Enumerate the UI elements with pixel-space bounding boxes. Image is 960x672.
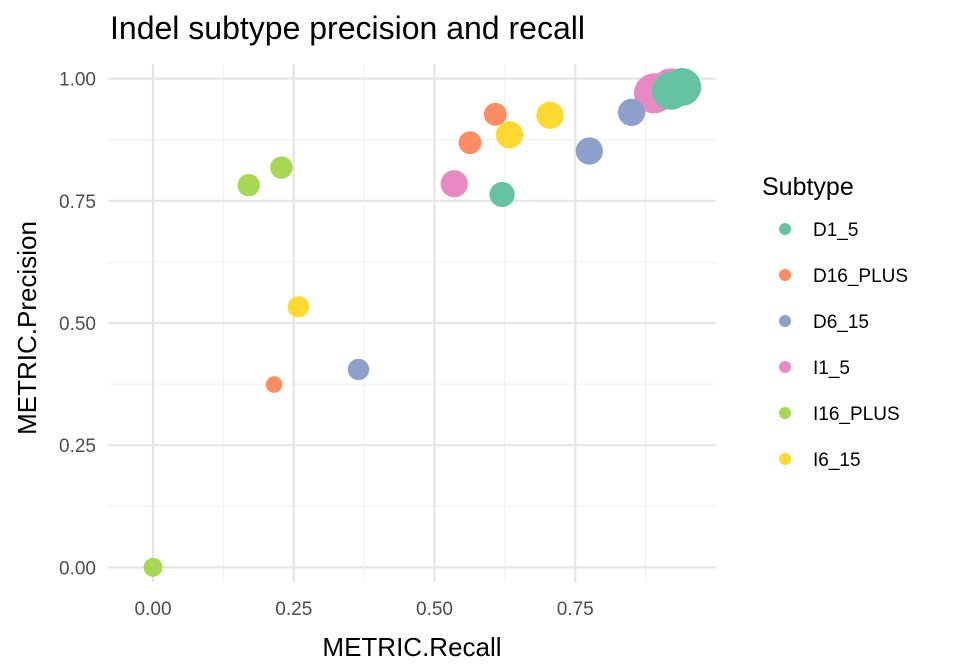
data-point-i6-15 bbox=[495, 121, 524, 149]
data-point-d16-plus bbox=[265, 376, 283, 393]
data-point-i16-plus bbox=[270, 156, 293, 179]
legend-key-d16-plus bbox=[779, 269, 791, 281]
data-point-i6-15 bbox=[287, 296, 309, 318]
legend-label: D1_5 bbox=[813, 220, 858, 241]
x-tick-label: 0.75 bbox=[557, 599, 594, 620]
data-point-i6-15 bbox=[536, 101, 564, 129]
data-point-i16-plus bbox=[143, 557, 163, 577]
y-axis-ticks: 0.00 0.25 0.50 0.75 1.00 bbox=[59, 70, 96, 580]
x-axis-ticks: 0.00 0.25 0.50 0.75 bbox=[135, 599, 594, 620]
data-point-d16-plus bbox=[458, 131, 482, 155]
grid-lines bbox=[108, 64, 716, 582]
data-points bbox=[143, 68, 702, 577]
legend-key-d1-5 bbox=[779, 223, 791, 235]
data-point-d6-15 bbox=[617, 98, 646, 127]
legend-label: D16_PLUS bbox=[813, 266, 908, 287]
y-tick-label: 1.00 bbox=[59, 70, 96, 91]
data-point-d6-15 bbox=[575, 137, 603, 165]
data-point-d6-15 bbox=[347, 358, 370, 381]
x-tick-label: 0.00 bbox=[135, 599, 172, 620]
y-tick-label: 0.00 bbox=[59, 558, 96, 579]
data-point-i1-5 bbox=[440, 170, 468, 198]
legend-key-i16-plus bbox=[779, 407, 791, 419]
y-tick-label: 0.25 bbox=[59, 436, 96, 457]
legend-key-d6-15 bbox=[779, 315, 791, 327]
data-point-d1-5 bbox=[489, 181, 515, 208]
x-tick-label: 0.50 bbox=[416, 599, 453, 620]
y-axis-title: METRIC.Precision bbox=[12, 221, 42, 435]
legend-label: I1_5 bbox=[813, 358, 850, 379]
data-point-d1-5 bbox=[663, 68, 702, 106]
data-point-d16-plus bbox=[483, 102, 507, 126]
x-tick-label: 0.25 bbox=[275, 599, 312, 620]
x-axis-title: METRIC.Recall bbox=[322, 632, 501, 662]
legend: D1_5 D16_PLUS D6_15 I1_5 I16_PLUS I6_15 bbox=[779, 220, 908, 471]
chart-title: Indel subtype precision and recall bbox=[110, 10, 585, 46]
legend-key-i6-15 bbox=[779, 453, 791, 465]
data-point-i16-plus bbox=[237, 173, 260, 197]
legend-label: I6_15 bbox=[813, 450, 861, 471]
y-tick-label: 0.75 bbox=[59, 192, 96, 213]
legend-label: I16_PLUS bbox=[813, 404, 900, 425]
legend-label: D6_15 bbox=[813, 312, 869, 333]
y-tick-label: 0.50 bbox=[59, 314, 96, 335]
legend-title: Subtype bbox=[762, 173, 854, 201]
legend-key-i1-5 bbox=[779, 361, 791, 373]
